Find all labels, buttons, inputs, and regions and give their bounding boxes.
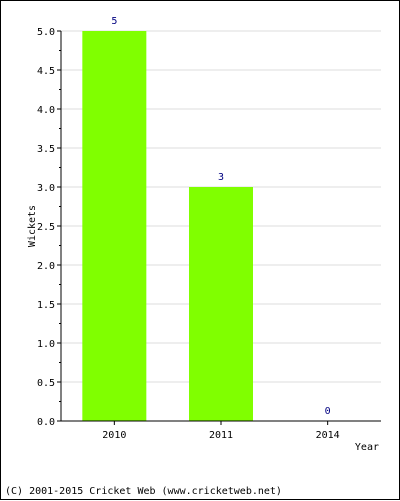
x-axis-title: Year: [355, 442, 379, 453]
bar: [189, 187, 253, 421]
data-label: 3: [218, 172, 224, 183]
data-label: 5: [111, 16, 117, 27]
y-axis-title: Wickets: [27, 205, 38, 247]
bars: [82, 31, 253, 421]
x-tick-label: 2014: [316, 430, 340, 441]
bar: [82, 31, 147, 421]
y-tick-label: 2.0: [37, 261, 55, 272]
y-tick-label: 4.5: [37, 66, 55, 77]
data-label: 0: [325, 406, 331, 417]
y-tick-label: 3.5: [37, 144, 55, 155]
y-tick-label: 0.5: [37, 378, 55, 389]
y-tick-label: 1.0: [37, 339, 55, 350]
x-tick-label: 2010: [102, 430, 126, 441]
copyright-footer: (C) 2001-2015 Cricket Web (www.cricketwe…: [5, 486, 282, 497]
y-tick-label: 2.5: [37, 222, 55, 233]
y-tick-label: 0.0: [37, 417, 55, 428]
y-tick-label: 3.0: [37, 183, 55, 194]
axis-ticks: 0.0 0.5 1.0 1.5 2.0 2.5 3.0 3.5 4.0 4.5 5.0 2010 201…: [37, 27, 340, 441]
y-tick-label: 4.0: [37, 105, 55, 116]
x-tick-label: 2011: [209, 430, 233, 441]
y-tick-label: 5.0: [37, 27, 55, 38]
data-labels: 5 3 0: [111, 16, 330, 417]
y-tick-label: 1.5: [37, 300, 55, 311]
